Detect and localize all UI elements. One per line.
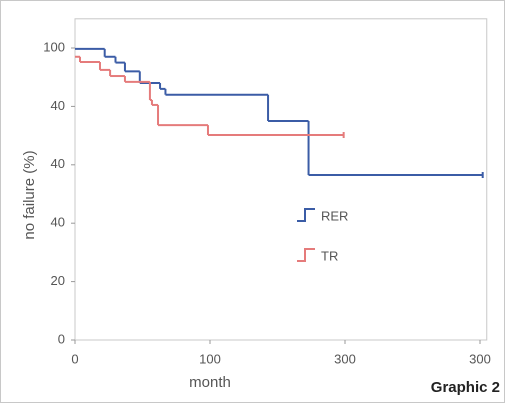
legend-label: TR	[321, 248, 338, 263]
y-tick-label: 20	[51, 273, 65, 288]
x-tick-label: 300	[334, 351, 356, 366]
x-tick-label: 300	[469, 351, 491, 366]
annotation: Graphic 2	[431, 379, 500, 396]
x-tick-label: 100	[199, 351, 221, 366]
y-tick-label: 40	[51, 156, 65, 171]
y-tick-label: 40	[51, 215, 65, 230]
plot-frame	[74, 18, 488, 341]
legend-label: RER	[321, 208, 348, 223]
legend-swatch	[297, 248, 315, 262]
x-axis-label: month	[189, 374, 231, 391]
legend-swatch	[297, 208, 315, 222]
y-tick-label: 100	[43, 39, 65, 54]
y-axis-label: no failure (%)	[21, 150, 38, 239]
y-tick-label: 0	[58, 331, 65, 346]
x-tick-label: 0	[71, 351, 78, 366]
y-tick-label: 40	[51, 98, 65, 113]
